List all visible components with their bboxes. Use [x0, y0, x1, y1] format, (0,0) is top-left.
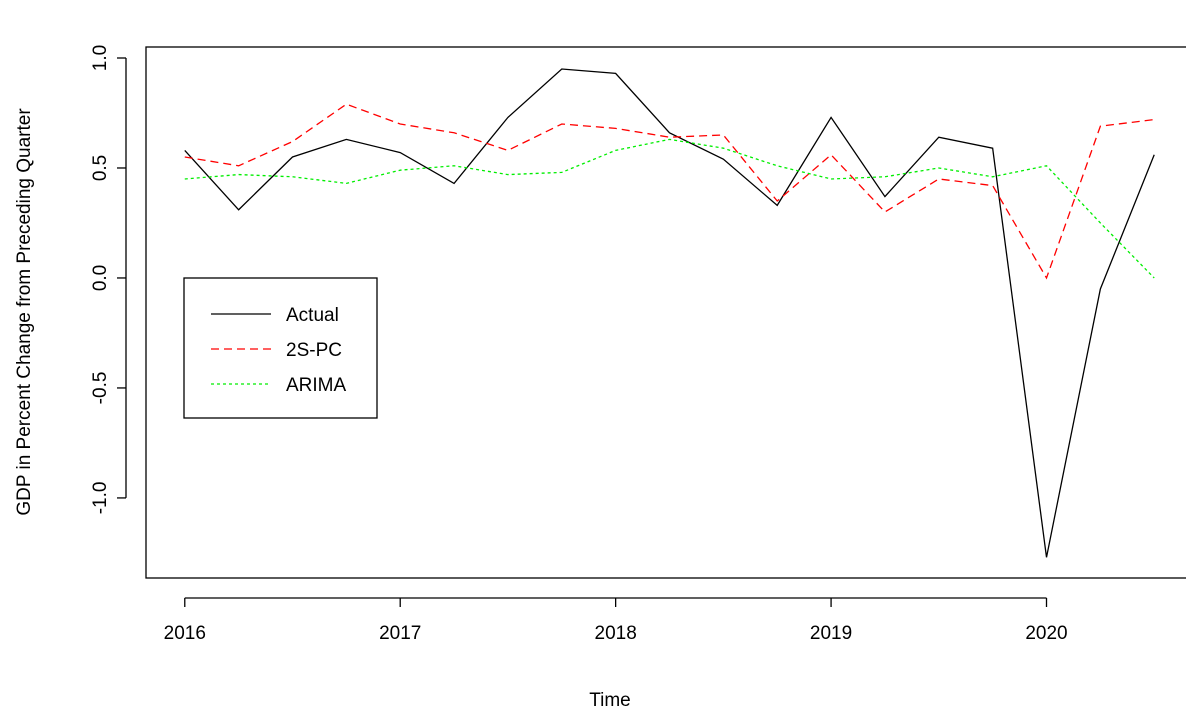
series-line	[184, 68, 1155, 558]
series-line	[184, 103, 1155, 280]
x-axis-label: Time	[589, 690, 631, 711]
y-tick-label: 0.5	[90, 155, 111, 181]
y-tick-label: -1.0	[90, 482, 111, 515]
y-tick-label: -0.5	[90, 372, 111, 405]
x-tick-label: 2016	[164, 623, 206, 644]
legend-label: Actual	[286, 305, 339, 326]
y-tick-label: 1.0	[90, 45, 111, 71]
y-axis-label: GDP in Percent Change from Preceding Qua…	[14, 108, 35, 516]
plot-frame	[145, 46, 1186, 579]
series-line	[184, 138, 1155, 279]
legend-label: 2S-PC	[286, 340, 342, 361]
legend-box	[183, 277, 378, 419]
x-tick-label: 2018	[595, 623, 637, 644]
legend-label: ARIMA	[286, 375, 347, 396]
y-tick-label: 0.0	[90, 265, 111, 291]
x-tick-label: 2017	[379, 623, 421, 644]
x-tick-label: 2019	[810, 623, 852, 644]
x-tick-label: 2020	[1025, 623, 1067, 644]
